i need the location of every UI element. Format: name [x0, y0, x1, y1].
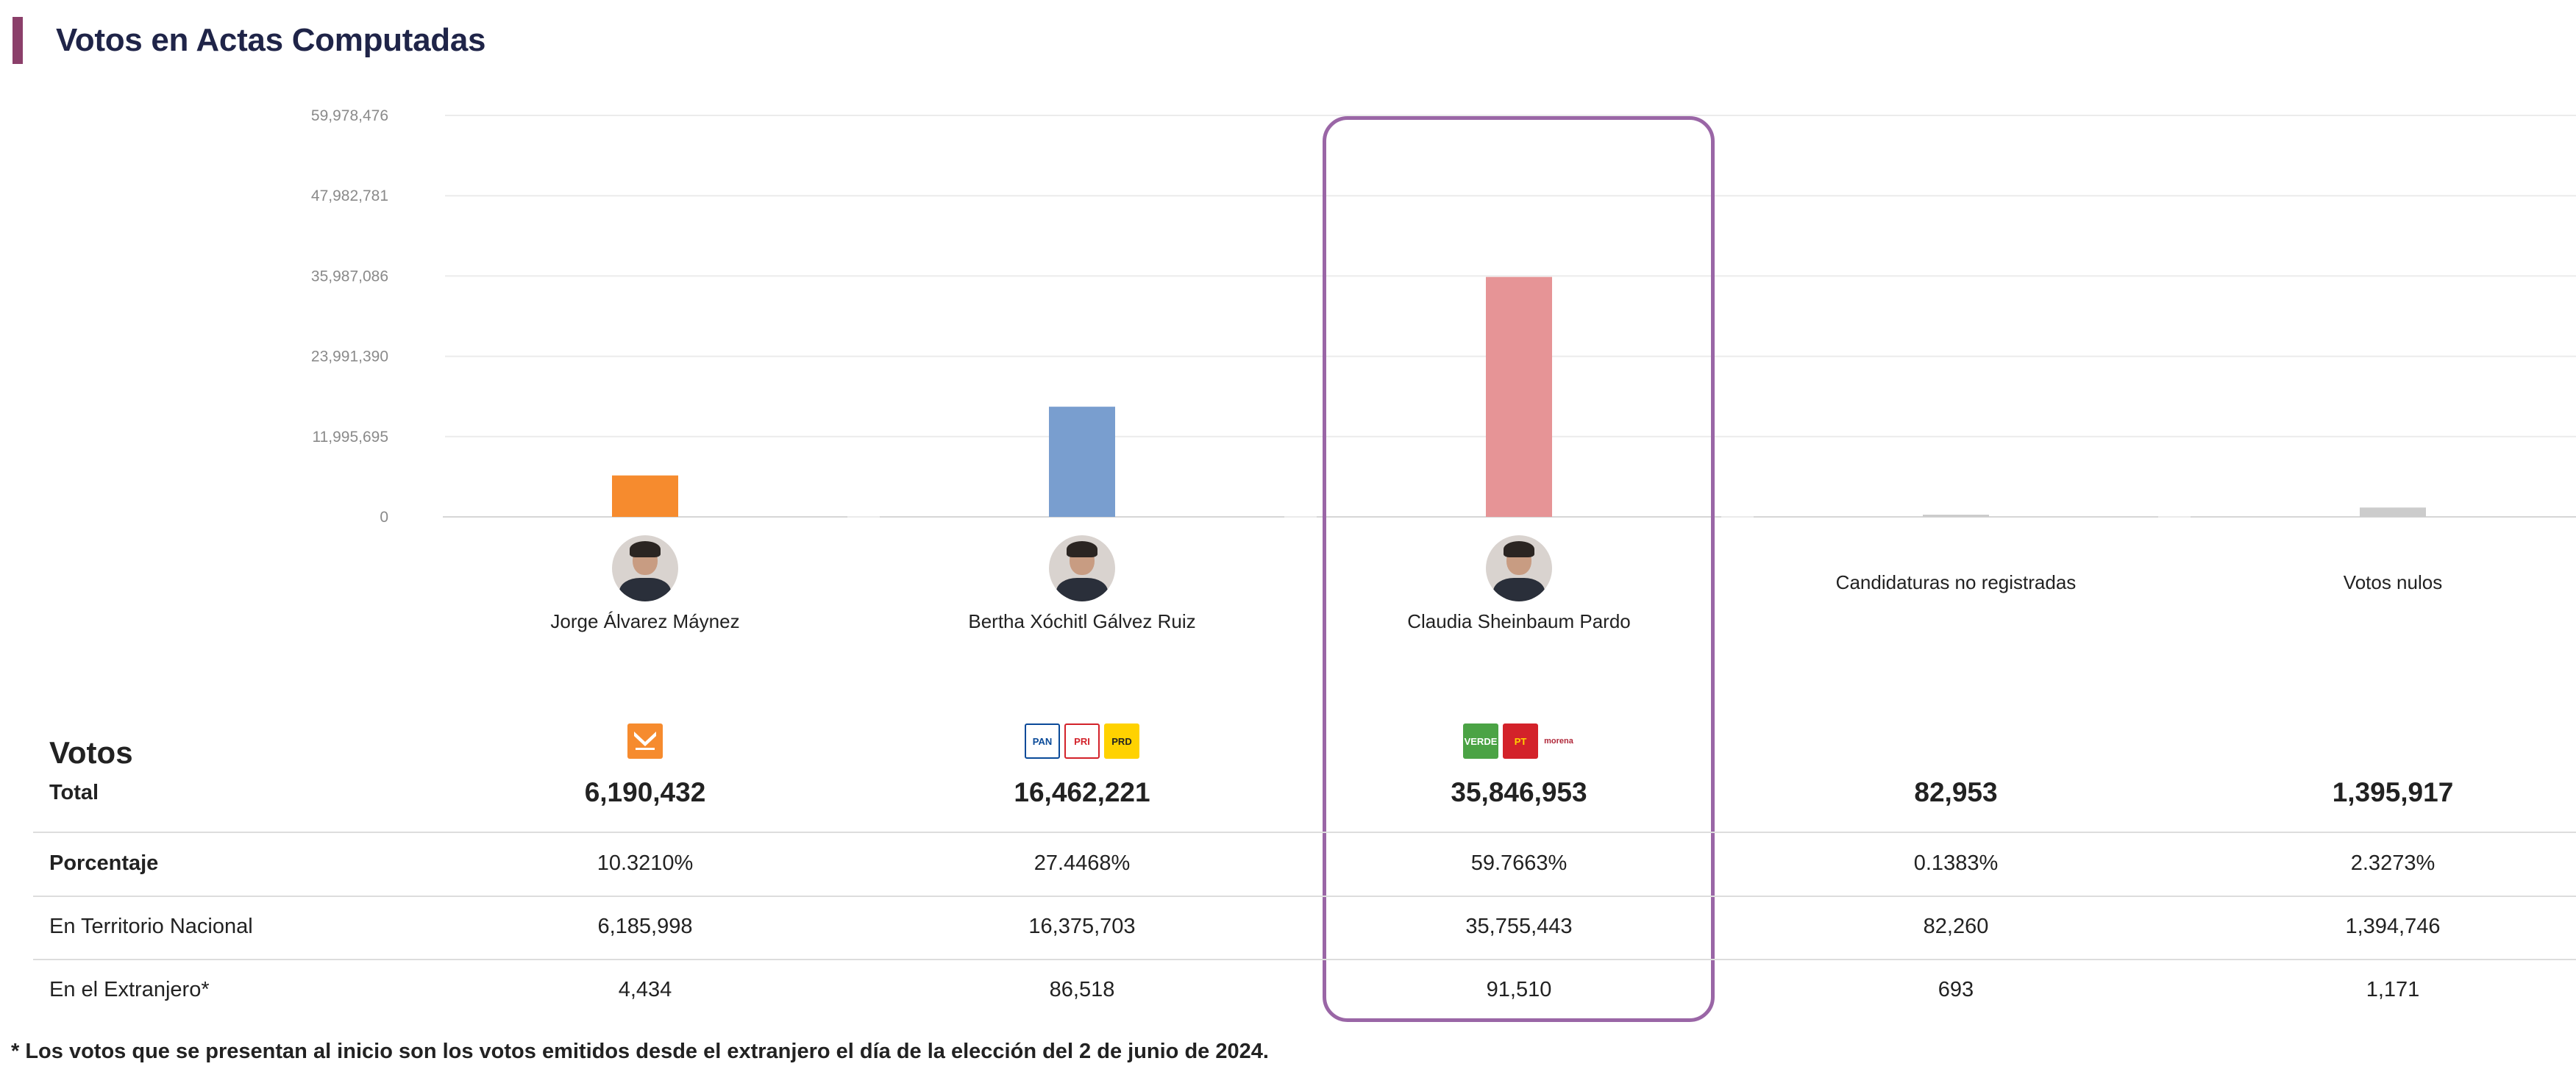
party-logo-group — [535, 723, 755, 760]
table-cell: 82,260 — [1923, 915, 1989, 938]
candidate-photo-icon — [612, 535, 678, 601]
table-cell: 1,395,917 — [2332, 777, 2454, 807]
table-cell: 2.3273% — [2350, 851, 2436, 875]
candidate-name: Bertha Xóchitl Gálvez Ruiz — [968, 610, 1196, 632]
votes-heading: Votos — [49, 735, 133, 770]
candidate-name: Candidaturas no registradas — [1835, 571, 2077, 593]
y-tick-label: 47,982,781 — [311, 187, 388, 204]
table-row: En Territorio Nacional 6,185,998 16,375,70… — [33, 896, 2576, 960]
bar-claudia-sheinbaum-pardo[interactable] — [1486, 276, 1552, 517]
row-label: En el Extranjero* — [49, 978, 210, 1001]
candidate-label: Claudia Sheinbaum Pardo — [1313, 535, 1725, 633]
title-accent-bar — [13, 17, 23, 64]
candidate-name: Jorge Álvarez Máynez — [550, 610, 740, 632]
pan-logo: PAN — [1025, 723, 1060, 759]
candidate-name: Claudia Sheinbaum Pardo — [1407, 610, 1631, 632]
table-cell: 82,953 — [1914, 777, 1998, 807]
row-label: Total — [49, 781, 99, 804]
table-cell: 1,171 — [2366, 978, 2420, 1001]
table-cell: 693 — [1938, 978, 1974, 1001]
table-cell: 91,510 — [1486, 978, 1552, 1001]
movimiento-ciudadano-logo — [627, 723, 663, 759]
bar-candidaturas-no-registradas[interactable] — [1923, 515, 1989, 517]
table-cell: 10.3210% — [597, 851, 694, 875]
table-cell: 59.7663% — [1470, 851, 1568, 875]
table-row: En el Extranjero* 4,434 86,518 91,510 693 1,1… — [33, 959, 2576, 1022]
table-cell: 1,394,746 — [2345, 915, 2441, 938]
table-cell: 6,185,998 — [597, 915, 693, 938]
prd-logo: PRD — [1104, 723, 1139, 759]
table-cell: 4,434 — [618, 978, 672, 1001]
table-cell: 16,462,221 — [1014, 777, 1150, 807]
candidate-label: Votos nulos — [2187, 535, 2576, 594]
morena-logo: morena — [1544, 737, 1573, 746]
candidate-photo-icon — [1486, 535, 1552, 601]
table-cell: 0.1383% — [1913, 851, 1999, 875]
party-logo-group: VERDE PT morena — [1409, 723, 1629, 760]
bar-bertha-x-chitl-g-lvez-ruiz[interactable] — [1049, 407, 1115, 517]
candidate-label: Jorge Álvarez Máynez — [439, 535, 851, 633]
pri-logo: PRI — [1064, 723, 1100, 759]
candidate-label: Candidaturas no registradas — [1750, 535, 2162, 594]
footnote: * Los votos que se presentan al inicio s… — [11, 1040, 1269, 1063]
pt-logo: PT — [1503, 723, 1538, 759]
table-cell: 27.4468% — [1033, 851, 1131, 875]
party-logo-group: PAN PRI PRD — [972, 723, 1192, 760]
y-tick-label: 35,987,086 — [311, 268, 388, 285]
page-title: Votos en Actas Computadas — [56, 22, 486, 58]
table-row: Porcentaje 10.3210% 27.4468% 59.7663% 0.1383… — [33, 832, 2576, 897]
table-cell: 35,755,443 — [1465, 915, 1573, 938]
candidate-photo-icon — [1049, 535, 1115, 601]
y-tick-label: 11,995,695 — [312, 429, 388, 446]
section-header: Votos en Actas Computadas — [13, 15, 485, 66]
bar-jorge-lvarez-m-ynez[interactable] — [612, 475, 678, 517]
y-tick-label: 0 — [380, 509, 388, 526]
row-label: En Territorio Nacional — [49, 915, 253, 938]
y-tick-label: 59,978,476 — [311, 107, 388, 124]
candidate-name: Votos nulos — [2343, 571, 2443, 593]
pvem-logo: VERDE — [1463, 723, 1498, 759]
table-cell: 16,375,703 — [1028, 915, 1136, 938]
y-tick-label: 23,991,390 — [311, 349, 388, 365]
row-label: Porcentaje — [49, 851, 159, 875]
table-cell: 6,190,432 — [584, 777, 706, 807]
table-cell: 86,518 — [1049, 978, 1115, 1001]
bar-chart: 0 11,995,695 23,991,390 35,987,086 47,982,78… — [311, 107, 2576, 526]
table-cell: 35,846,953 — [1451, 777, 1587, 807]
candidate-label: Bertha Xóchitl Gálvez Ruiz — [876, 535, 1288, 633]
table-row: Total 6,190,432 16,462,221 35,846,953 82,953… — [33, 765, 2576, 833]
bar-votos-nulos[interactable] — [2360, 507, 2426, 517]
